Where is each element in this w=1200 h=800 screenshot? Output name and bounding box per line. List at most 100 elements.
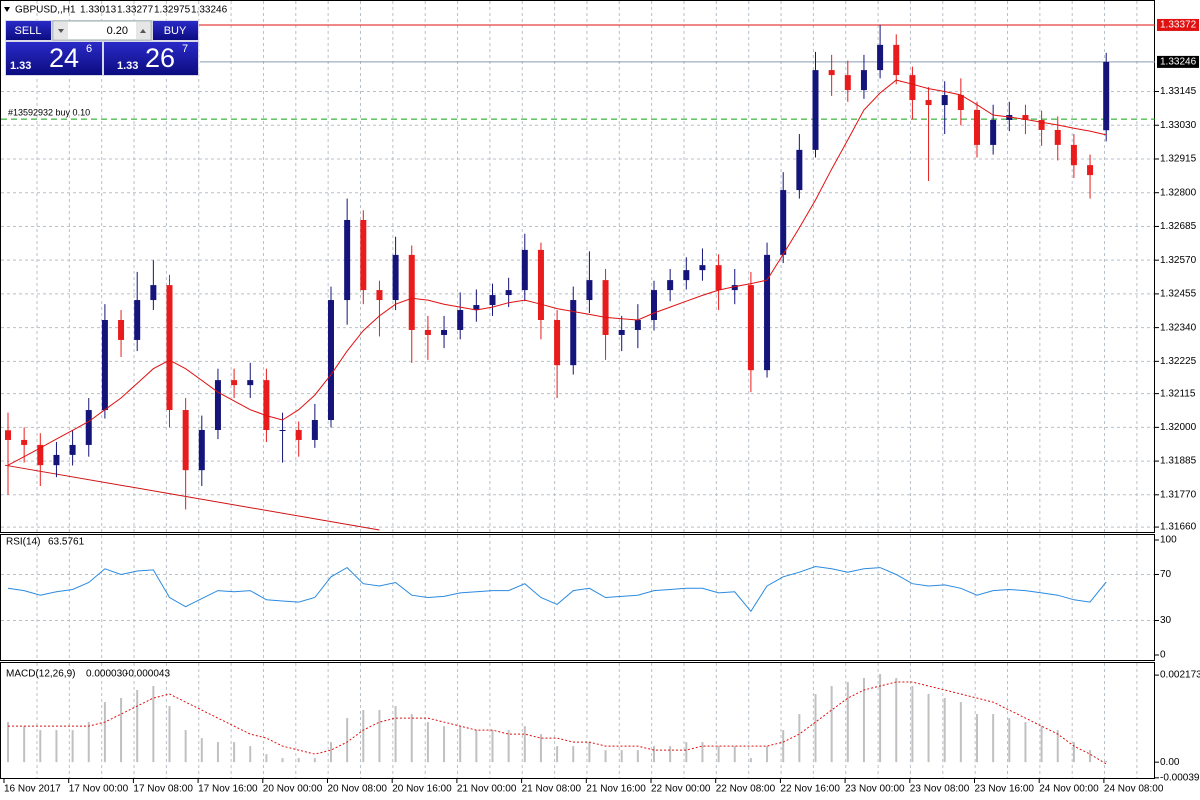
symbol-arrow	[4, 7, 10, 12]
last-open: 1.33013	[80, 5, 117, 16]
candle-body	[537, 249, 544, 320]
candle-body	[376, 290, 383, 301]
candle-body	[328, 300, 334, 421]
moving-average	[7, 79, 1107, 466]
trendline	[4, 464, 380, 531]
y-tick-label: 100	[1160, 535, 1177, 546]
candle-body	[101, 320, 108, 411]
y-tick-label: 0.00	[1160, 757, 1180, 768]
candle-body	[1103, 61, 1110, 131]
x-tick-label: 21 Nov 16:00	[586, 784, 646, 795]
candle-body	[441, 329, 448, 335]
ask-fraction: 7	[182, 43, 188, 55]
candle-body	[295, 429, 302, 440]
candle-body	[21, 439, 28, 445]
candle-body	[780, 190, 787, 255]
x-tick-label: 22 Nov 08:00	[716, 784, 776, 795]
candle-body	[521, 249, 528, 291]
y-tick-label: 1.32225	[1160, 356, 1197, 367]
macd-signal	[8, 681, 1107, 765]
y-tick-label: 70	[1160, 569, 1172, 580]
rsi-title: RSI(14)	[6, 537, 40, 548]
ask-box[interactable]	[104, 42, 198, 75]
x-tick-label: 17 Nov 16:00	[198, 784, 258, 795]
candle-body	[925, 100, 932, 106]
x-tick-label: 22 Nov 16:00	[780, 784, 840, 795]
y-tick-label: 30	[1160, 615, 1172, 626]
x-tick-label: 21 Nov 00:00	[457, 784, 517, 795]
y-tick-label: 1.33145	[1160, 86, 1197, 97]
x-tick-label: 23 Nov 16:00	[975, 784, 1035, 795]
y-tick-label: 1.32800	[1160, 187, 1197, 198]
candle-body	[457, 310, 464, 330]
bid-label: 1.33246	[1160, 57, 1197, 68]
x-tick-label: 17 Nov 08:00	[133, 784, 193, 795]
candle-body	[473, 305, 480, 311]
candle-body	[618, 329, 625, 335]
candle-body	[634, 320, 641, 330]
y-tick-label: 1.32455	[1160, 289, 1197, 300]
candle-body	[344, 219, 351, 301]
x-tick-label: 20 Nov 00:00	[263, 784, 323, 795]
x-tick-label: 20 Nov 08:00	[328, 784, 388, 795]
bid-box[interactable]	[6, 42, 102, 75]
y-tick-label: 1.31770	[1160, 489, 1197, 500]
candle-body	[118, 320, 125, 340]
y-tick-label: 1.32340	[1160, 322, 1197, 333]
y-tick-label: 1.31660	[1160, 522, 1197, 533]
bid-fraction: 6	[86, 43, 92, 55]
candle-body	[651, 290, 657, 320]
candle-body	[263, 380, 270, 430]
candle-body	[796, 149, 803, 191]
candle-body	[941, 95, 948, 106]
macd-panel-frame	[0, 662, 1155, 779]
candle-body	[1022, 114, 1029, 120]
candle-body	[747, 285, 754, 371]
order-label: #13592932 buy 0.10	[8, 107, 90, 117]
candle-body	[489, 295, 496, 306]
resistance-label: 1.33372	[1160, 20, 1197, 31]
candle-body	[974, 110, 980, 145]
last-low: 1.32975	[154, 5, 191, 16]
x-tick-label: 24 Nov 00:00	[1039, 784, 1099, 795]
down-arrow	[58, 29, 64, 33]
one-click-trading-panel: SELL 0.20 BUY 1.33 24 6 1.33 26 7	[5, 20, 199, 76]
candle-body	[570, 300, 577, 366]
candle-body	[586, 280, 593, 301]
main-panel-frame	[0, 0, 1155, 533]
x-tick-label: 16 Nov 2017	[4, 784, 61, 795]
candle-body	[893, 44, 900, 76]
rsi-panel-frame	[0, 534, 1155, 661]
candle-body	[198, 429, 205, 471]
candle-body	[1054, 129, 1061, 145]
candle-body	[166, 285, 173, 411]
y-tick-label: 1.32115	[1160, 388, 1196, 399]
buy-button[interactable]	[153, 21, 198, 40]
candle-body	[844, 75, 851, 91]
candle-body	[877, 44, 884, 71]
candle-body	[424, 329, 431, 335]
candle-body	[247, 380, 254, 386]
sell-button[interactable]	[6, 21, 51, 40]
x-tick-label: 21 Nov 08:00	[522, 784, 582, 795]
bid-pips: 24	[49, 43, 79, 73]
candle-body	[1070, 144, 1077, 166]
candle-body	[683, 270, 690, 281]
x-tick-label: 22 Nov 00:00	[651, 784, 711, 795]
candle-body	[408, 254, 415, 330]
y-tick-label: 1.32915	[1160, 154, 1197, 165]
candle-body	[37, 444, 44, 466]
candle-body	[182, 410, 189, 471]
candle-body	[505, 290, 512, 296]
candle-body	[5, 430, 11, 440]
y-tick-label: 1.31885	[1160, 456, 1197, 467]
candle-body	[731, 285, 738, 291]
x-tick-label: 23 Nov 00:00	[845, 784, 905, 795]
bid-label-box	[1157, 55, 1199, 68]
candle-body	[957, 95, 964, 110]
ask-pips: 26	[145, 43, 175, 73]
grid	[1, 1, 1155, 778]
last-close: 1.33246	[191, 5, 228, 16]
volume-field[interactable]	[52, 20, 152, 41]
